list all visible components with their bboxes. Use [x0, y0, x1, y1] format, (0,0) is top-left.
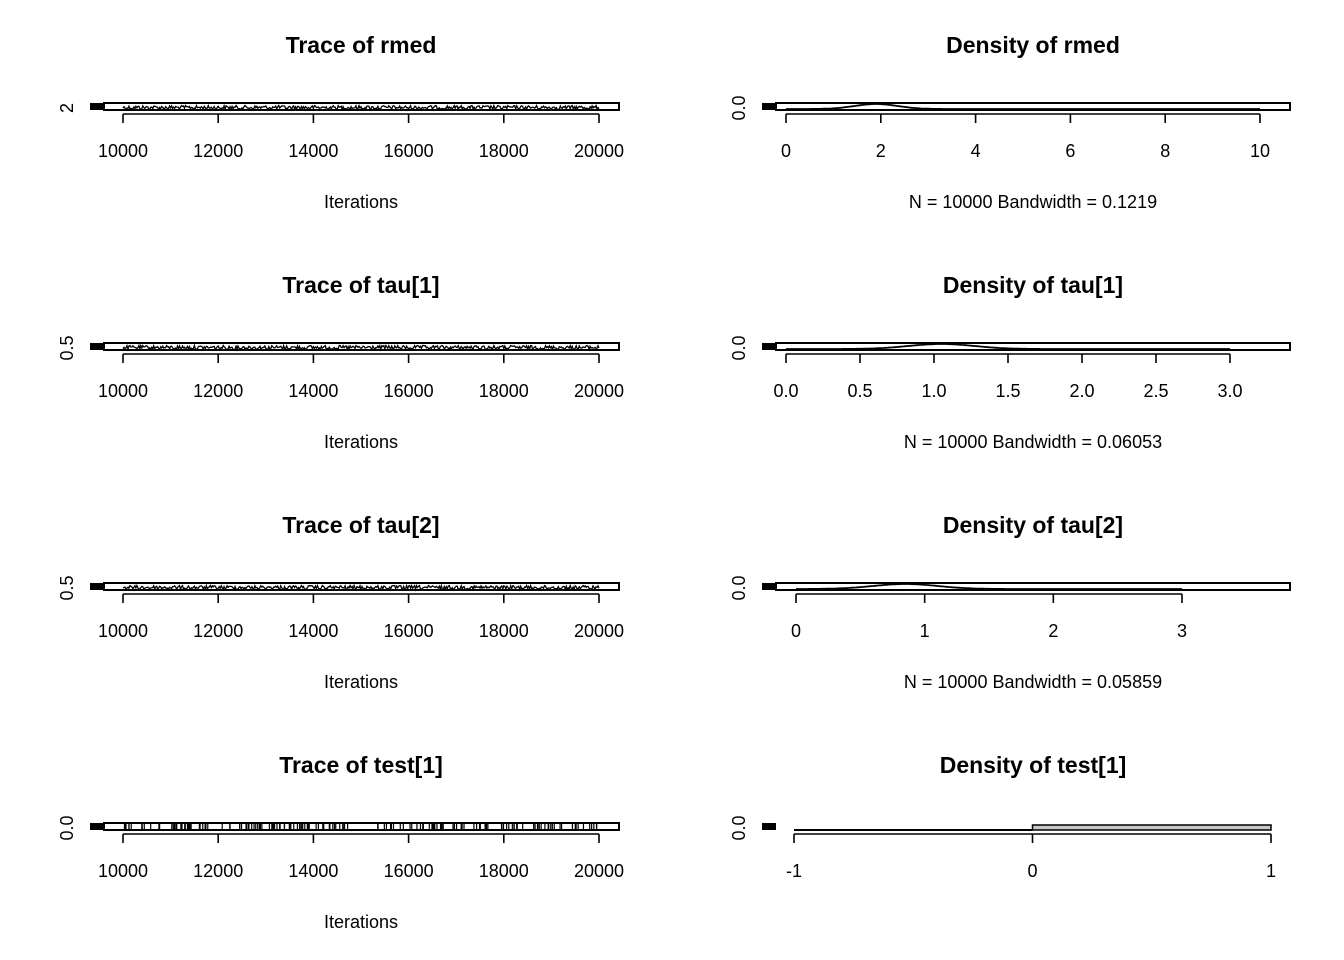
x-tick-label: 0 [781, 141, 791, 161]
x-axis-label: N = 10000 Bandwidth = 0.06053 [904, 432, 1162, 452]
chart-title: Density of tau[2] [943, 512, 1123, 538]
y-axis-mark [90, 823, 104, 830]
x-axis-label: N = 10000 Bandwidth = 0.1219 [909, 192, 1157, 212]
density-curve [796, 583, 1182, 590]
x-tick-label: 6 [1065, 141, 1075, 161]
plot-frame [775, 342, 1291, 351]
chart-title: Trace of rmed [286, 32, 437, 58]
x-tick-label: 3 [1177, 621, 1187, 641]
y-tick-label: 0.5 [57, 575, 77, 600]
x-tick-label: 14000 [288, 621, 338, 641]
x-axis-label: N = 10000 Bandwidth = 0.05859 [904, 672, 1162, 692]
x-tick-label: 12000 [193, 621, 243, 641]
x-tick-label: 0 [791, 621, 801, 641]
chart-panel-7: Trace of test[1] 0.0 10000 12000 14000 16000 1… [57, 752, 624, 932]
plot-frame [775, 582, 1291, 591]
x-tick-label: 0.0 [773, 381, 798, 401]
x-tick-label: 0.5 [847, 381, 872, 401]
x-tick-label: 16000 [384, 141, 434, 161]
x-tick-label: 18000 [479, 861, 529, 881]
x-tick-label: 0 [1027, 861, 1037, 881]
x-tick-label: 14000 [288, 381, 338, 401]
plot-frame [775, 102, 1291, 111]
x-tick-label: 2 [1048, 621, 1058, 641]
trace-line [122, 103, 600, 112]
y-tick-label: 0.0 [729, 815, 749, 840]
x-tick-label: 18000 [479, 621, 529, 641]
x-tick-label: 16000 [384, 861, 434, 881]
density-bar [1031, 824, 1272, 831]
x-tick-label: 10000 [98, 861, 148, 881]
x-tick-label: 12000 [193, 141, 243, 161]
x-tick-label: 12000 [193, 861, 243, 881]
plot-frame [103, 822, 620, 831]
y-tick-label: 0.0 [729, 575, 749, 600]
y-axis-mark [762, 343, 776, 350]
chart-title: Density of rmed [946, 32, 1120, 58]
chart-title: Density of tau[1] [943, 272, 1123, 298]
trace-line [122, 343, 600, 352]
chart-title: Trace of tau[1] [282, 272, 439, 298]
y-tick-label: 0.0 [729, 95, 749, 120]
y-axis-mark [90, 343, 104, 350]
density-curve [786, 343, 1230, 350]
y-axis-mark [90, 583, 104, 590]
chart-panel-3: Trace of tau[1] 0.5 10000 12000 14000 16000 18… [57, 272, 624, 452]
chart-panel-1: Trace of rmed 2 10000 12000 14000 16000 18000 2… [57, 32, 624, 212]
x-axis-label: Iterations [324, 912, 398, 932]
x-tick-label: 20000 [574, 381, 624, 401]
x-tick-label: 1 [1266, 861, 1276, 881]
chart-panel-8: Density of test[1] 0.0 -1 0 1 [729, 752, 1276, 881]
x-axis-label: Iterations [324, 432, 398, 452]
x-tick-label: 1.5 [995, 381, 1020, 401]
x-tick-label: 14000 [288, 861, 338, 881]
x-tick-label: 2.5 [1143, 381, 1168, 401]
x-tick-label: 10000 [98, 381, 148, 401]
x-tick-label: 1 [920, 621, 930, 641]
y-tick-label: 0.0 [57, 815, 77, 840]
y-tick-label: 0.5 [57, 335, 77, 360]
y-tick-label: 2 [57, 103, 77, 113]
x-tick-label: 16000 [384, 381, 434, 401]
y-tick-label: 0.0 [729, 335, 749, 360]
x-tick-label: 20000 [574, 861, 624, 881]
x-tick-label: 18000 [479, 381, 529, 401]
x-tick-label: 8 [1160, 141, 1170, 161]
chart-panel-2: Density of rmed 0.0 0 2 4 6 8 10 N = 10000 Bandw… [729, 32, 1291, 212]
trace-line [122, 583, 600, 592]
y-axis-mark [762, 583, 776, 590]
plot-frame [103, 102, 620, 111]
y-axis-mark [90, 103, 104, 110]
x-tick-label: 10 [1250, 141, 1270, 161]
x-tick-label: 2 [876, 141, 886, 161]
plot-frame [103, 582, 620, 591]
x-tick-label: 20000 [574, 621, 624, 641]
x-tick-label: 10000 [98, 621, 148, 641]
chart-title: Trace of test[1] [279, 752, 443, 778]
chart-title: Density of test[1] [940, 752, 1127, 778]
x-tick-label: 16000 [384, 621, 434, 641]
x-tick-label: -1 [786, 861, 802, 881]
chart-panel-6: Density of tau[2] 0.0 0 1 2 3 N = 10000 Bandwi… [729, 512, 1291, 692]
plot-frame [103, 342, 620, 351]
y-axis-mark [762, 823, 776, 830]
chart-panel-4: Density of tau[1] 0.0 0.0 0.5 1.0 1.5 2.0 2.5 3.… [729, 272, 1291, 452]
x-tick-label: 18000 [479, 141, 529, 161]
x-tick-label: 14000 [288, 141, 338, 161]
chart-title: Trace of tau[2] [282, 512, 439, 538]
x-tick-label: 20000 [574, 141, 624, 161]
chart-panel-5: Trace of tau[2] 0.5 10000 12000 14000 16000 18… [57, 512, 624, 692]
x-axis-label: Iterations [324, 672, 398, 692]
x-tick-label: 1.0 [921, 381, 946, 401]
y-axis-mark [762, 103, 776, 110]
x-tick-label: 2.0 [1069, 381, 1094, 401]
x-tick-label: 3.0 [1217, 381, 1242, 401]
density-curve [786, 103, 1260, 110]
x-tick-label: 4 [971, 141, 981, 161]
x-tick-label: 12000 [193, 381, 243, 401]
x-axis-label: Iterations [324, 192, 398, 212]
x-tick-label: 10000 [98, 141, 148, 161]
